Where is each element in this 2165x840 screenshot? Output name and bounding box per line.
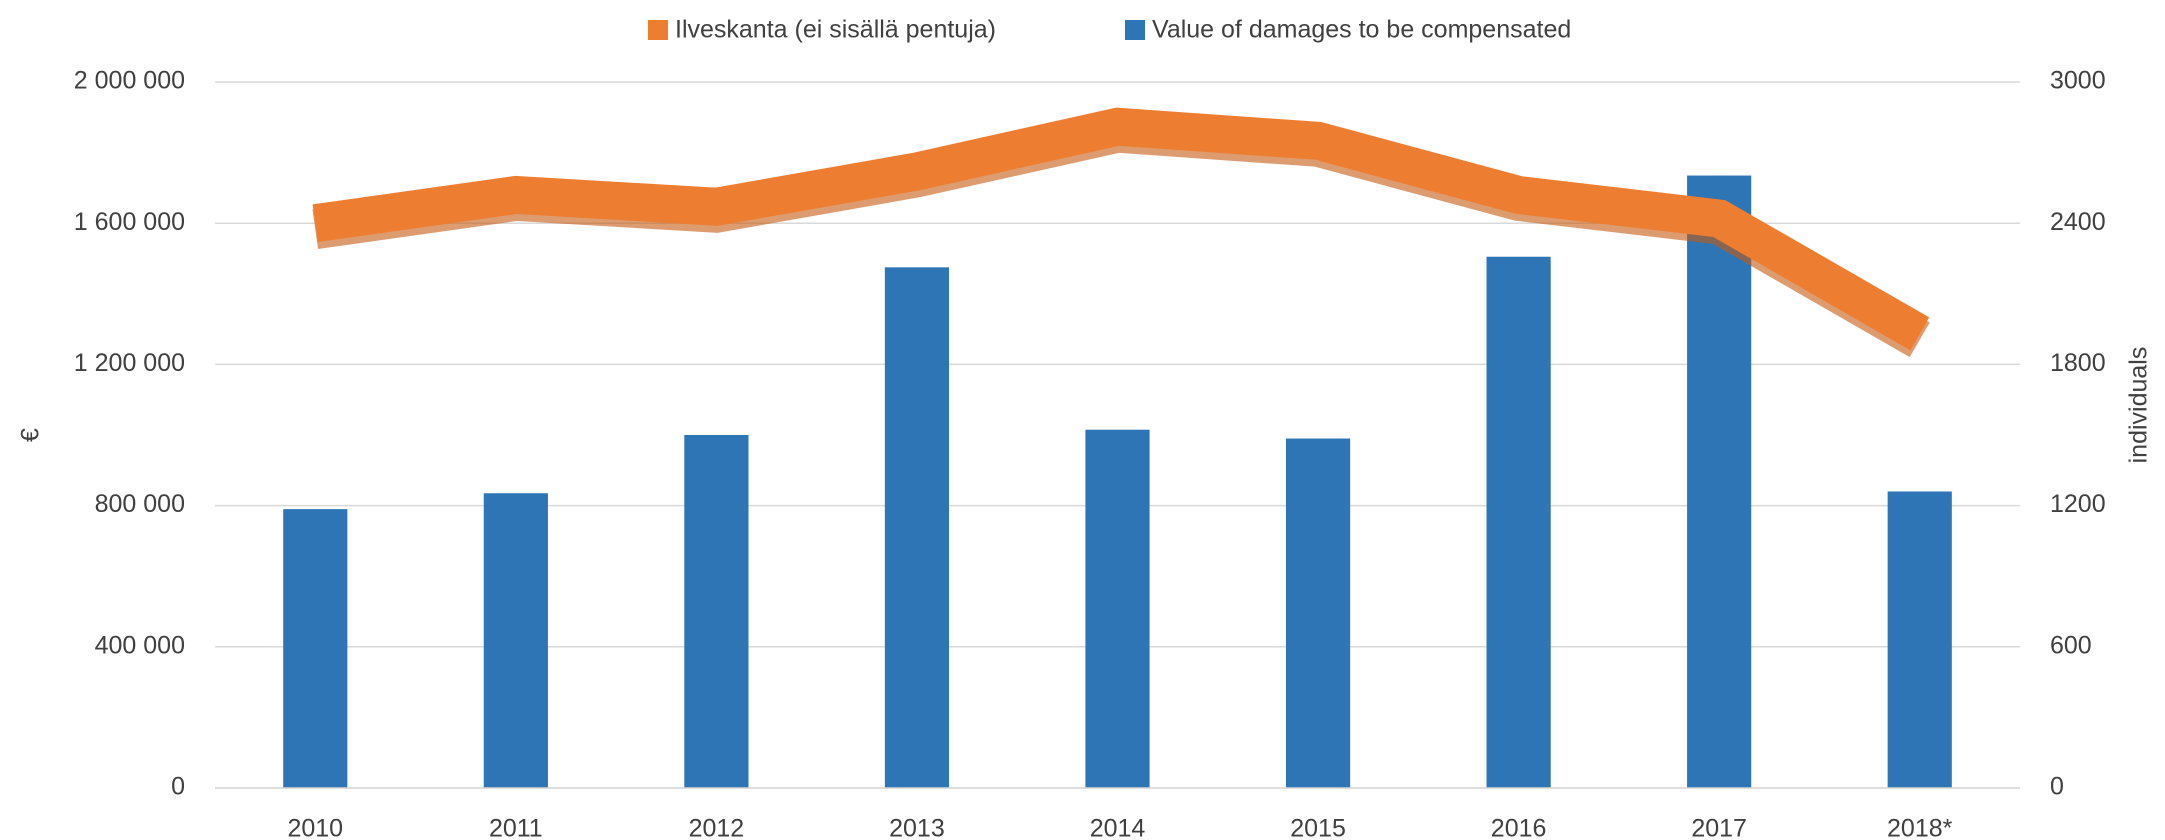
y2-tick-label: 1200 xyxy=(2050,490,2106,518)
legend-swatch xyxy=(1125,20,1145,40)
legend-label: Ilveskanta (ei sisällä pentuja) xyxy=(675,16,996,44)
line-shadow xyxy=(312,112,1930,358)
line xyxy=(312,107,1930,351)
y2-tick-label: 1800 xyxy=(2050,349,2106,377)
x-tick-label: 2018* xyxy=(1887,815,1953,840)
bar xyxy=(1687,175,1752,789)
y-tick-label: 1 600 000 xyxy=(74,208,185,236)
x-tick-label: 2014 xyxy=(1090,815,1146,840)
y-tick-label: 0 xyxy=(171,773,185,801)
y2-tick-label: 600 xyxy=(2050,631,2092,659)
y2-tick-label: 0 xyxy=(2050,773,2064,801)
y-tick-label: 400 000 xyxy=(95,631,185,659)
bar xyxy=(1285,438,1351,788)
bar xyxy=(1486,256,1551,788)
bar xyxy=(1085,429,1150,788)
y2-tick-label: 2400 xyxy=(2050,208,2106,236)
x-tick-label: 2017 xyxy=(1691,815,1747,840)
x-tick-label: 2013 xyxy=(889,815,945,840)
y-tick-label: 800 000 xyxy=(95,490,185,518)
x-tick-label: 2010 xyxy=(287,815,343,840)
y2-axis-title: individuals xyxy=(2125,347,2153,464)
y2-tick-label: 3000 xyxy=(2050,67,2106,95)
y-tick-label: 2 000 000 xyxy=(74,67,185,95)
y-tick-label: 1 200 000 xyxy=(74,349,185,377)
bar xyxy=(483,493,548,788)
x-tick-label: 2015 xyxy=(1290,815,1346,840)
bar xyxy=(1887,491,1952,788)
bar xyxy=(684,435,749,788)
y-axis-title: € xyxy=(17,428,45,442)
x-tick-label: 2016 xyxy=(1491,815,1547,840)
bar xyxy=(884,267,950,788)
x-tick-label: 2011 xyxy=(489,815,543,840)
legend-swatch xyxy=(648,20,668,40)
bar xyxy=(283,509,348,788)
x-tick-label: 2012 xyxy=(689,815,745,840)
legend-label: Value of damages to be compensated xyxy=(1152,16,1571,44)
